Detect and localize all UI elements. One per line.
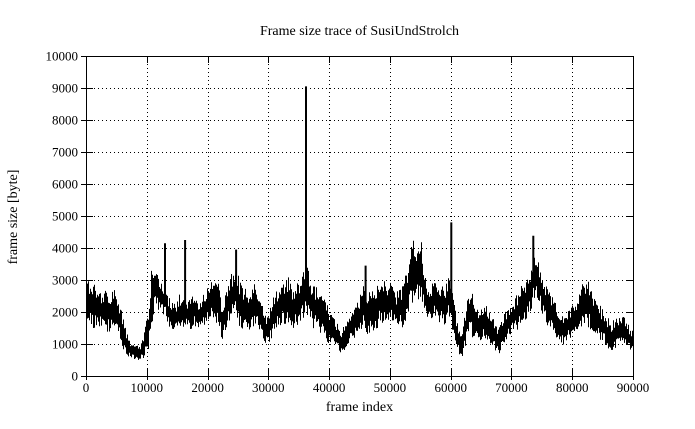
x-tick-label: 0 — [83, 380, 90, 395]
x-tick-label: 40000 — [313, 380, 346, 395]
trace-spikes — [164, 86, 535, 312]
x-tick-label: 30000 — [252, 380, 285, 395]
y-tick-label: 6000 — [52, 177, 78, 192]
x-tick-label: 90000 — [617, 380, 650, 395]
x-tick-label: 20000 — [191, 380, 224, 395]
y-tick-label: 8000 — [52, 113, 78, 128]
x-tick-label: 70000 — [495, 380, 528, 395]
y-tick-label: 4000 — [52, 241, 78, 256]
y-tick-label: 1000 — [52, 337, 78, 352]
grid-lines — [86, 56, 633, 376]
y-tick-label: 0 — [72, 369, 79, 384]
chart-title: Frame size trace of SusiUndStrolch — [259, 24, 460, 39]
y-tick-label: 10000 — [46, 49, 79, 64]
x-tick-label: 60000 — [434, 380, 467, 395]
tick-marks — [81, 56, 634, 380]
x-tick-label: 80000 — [556, 380, 589, 395]
y-tick-label: 9000 — [52, 81, 78, 96]
trace-line — [86, 240, 633, 360]
y-tick-label: 2000 — [52, 305, 78, 320]
plot-border — [86, 56, 634, 377]
x-tick-label: 50000 — [374, 380, 407, 395]
x-axis-label: frame index — [325, 400, 394, 415]
y-tick-label: 7000 — [52, 145, 78, 160]
x-tick-label: 10000 — [131, 380, 164, 395]
y-tick-label: 3000 — [52, 273, 78, 288]
y-tick-label: 5000 — [52, 209, 78, 224]
